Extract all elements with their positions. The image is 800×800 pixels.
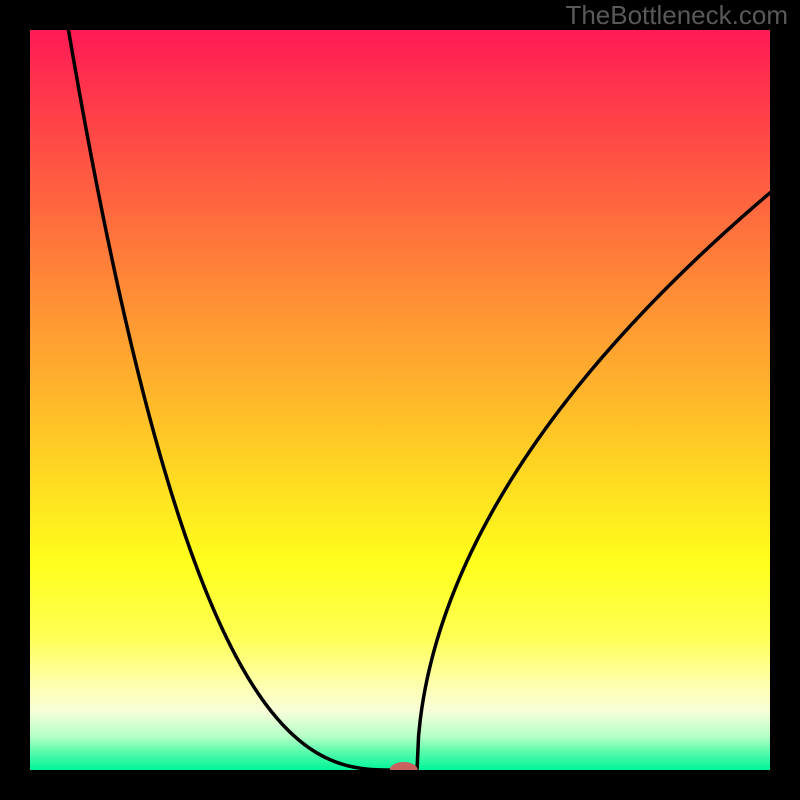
plot-background (30, 30, 770, 770)
chart-root: TheBottleneck.com (0, 0, 800, 800)
watermark-text: TheBottleneck.com (565, 0, 788, 30)
bottleneck-chart: TheBottleneck.com (0, 0, 800, 800)
